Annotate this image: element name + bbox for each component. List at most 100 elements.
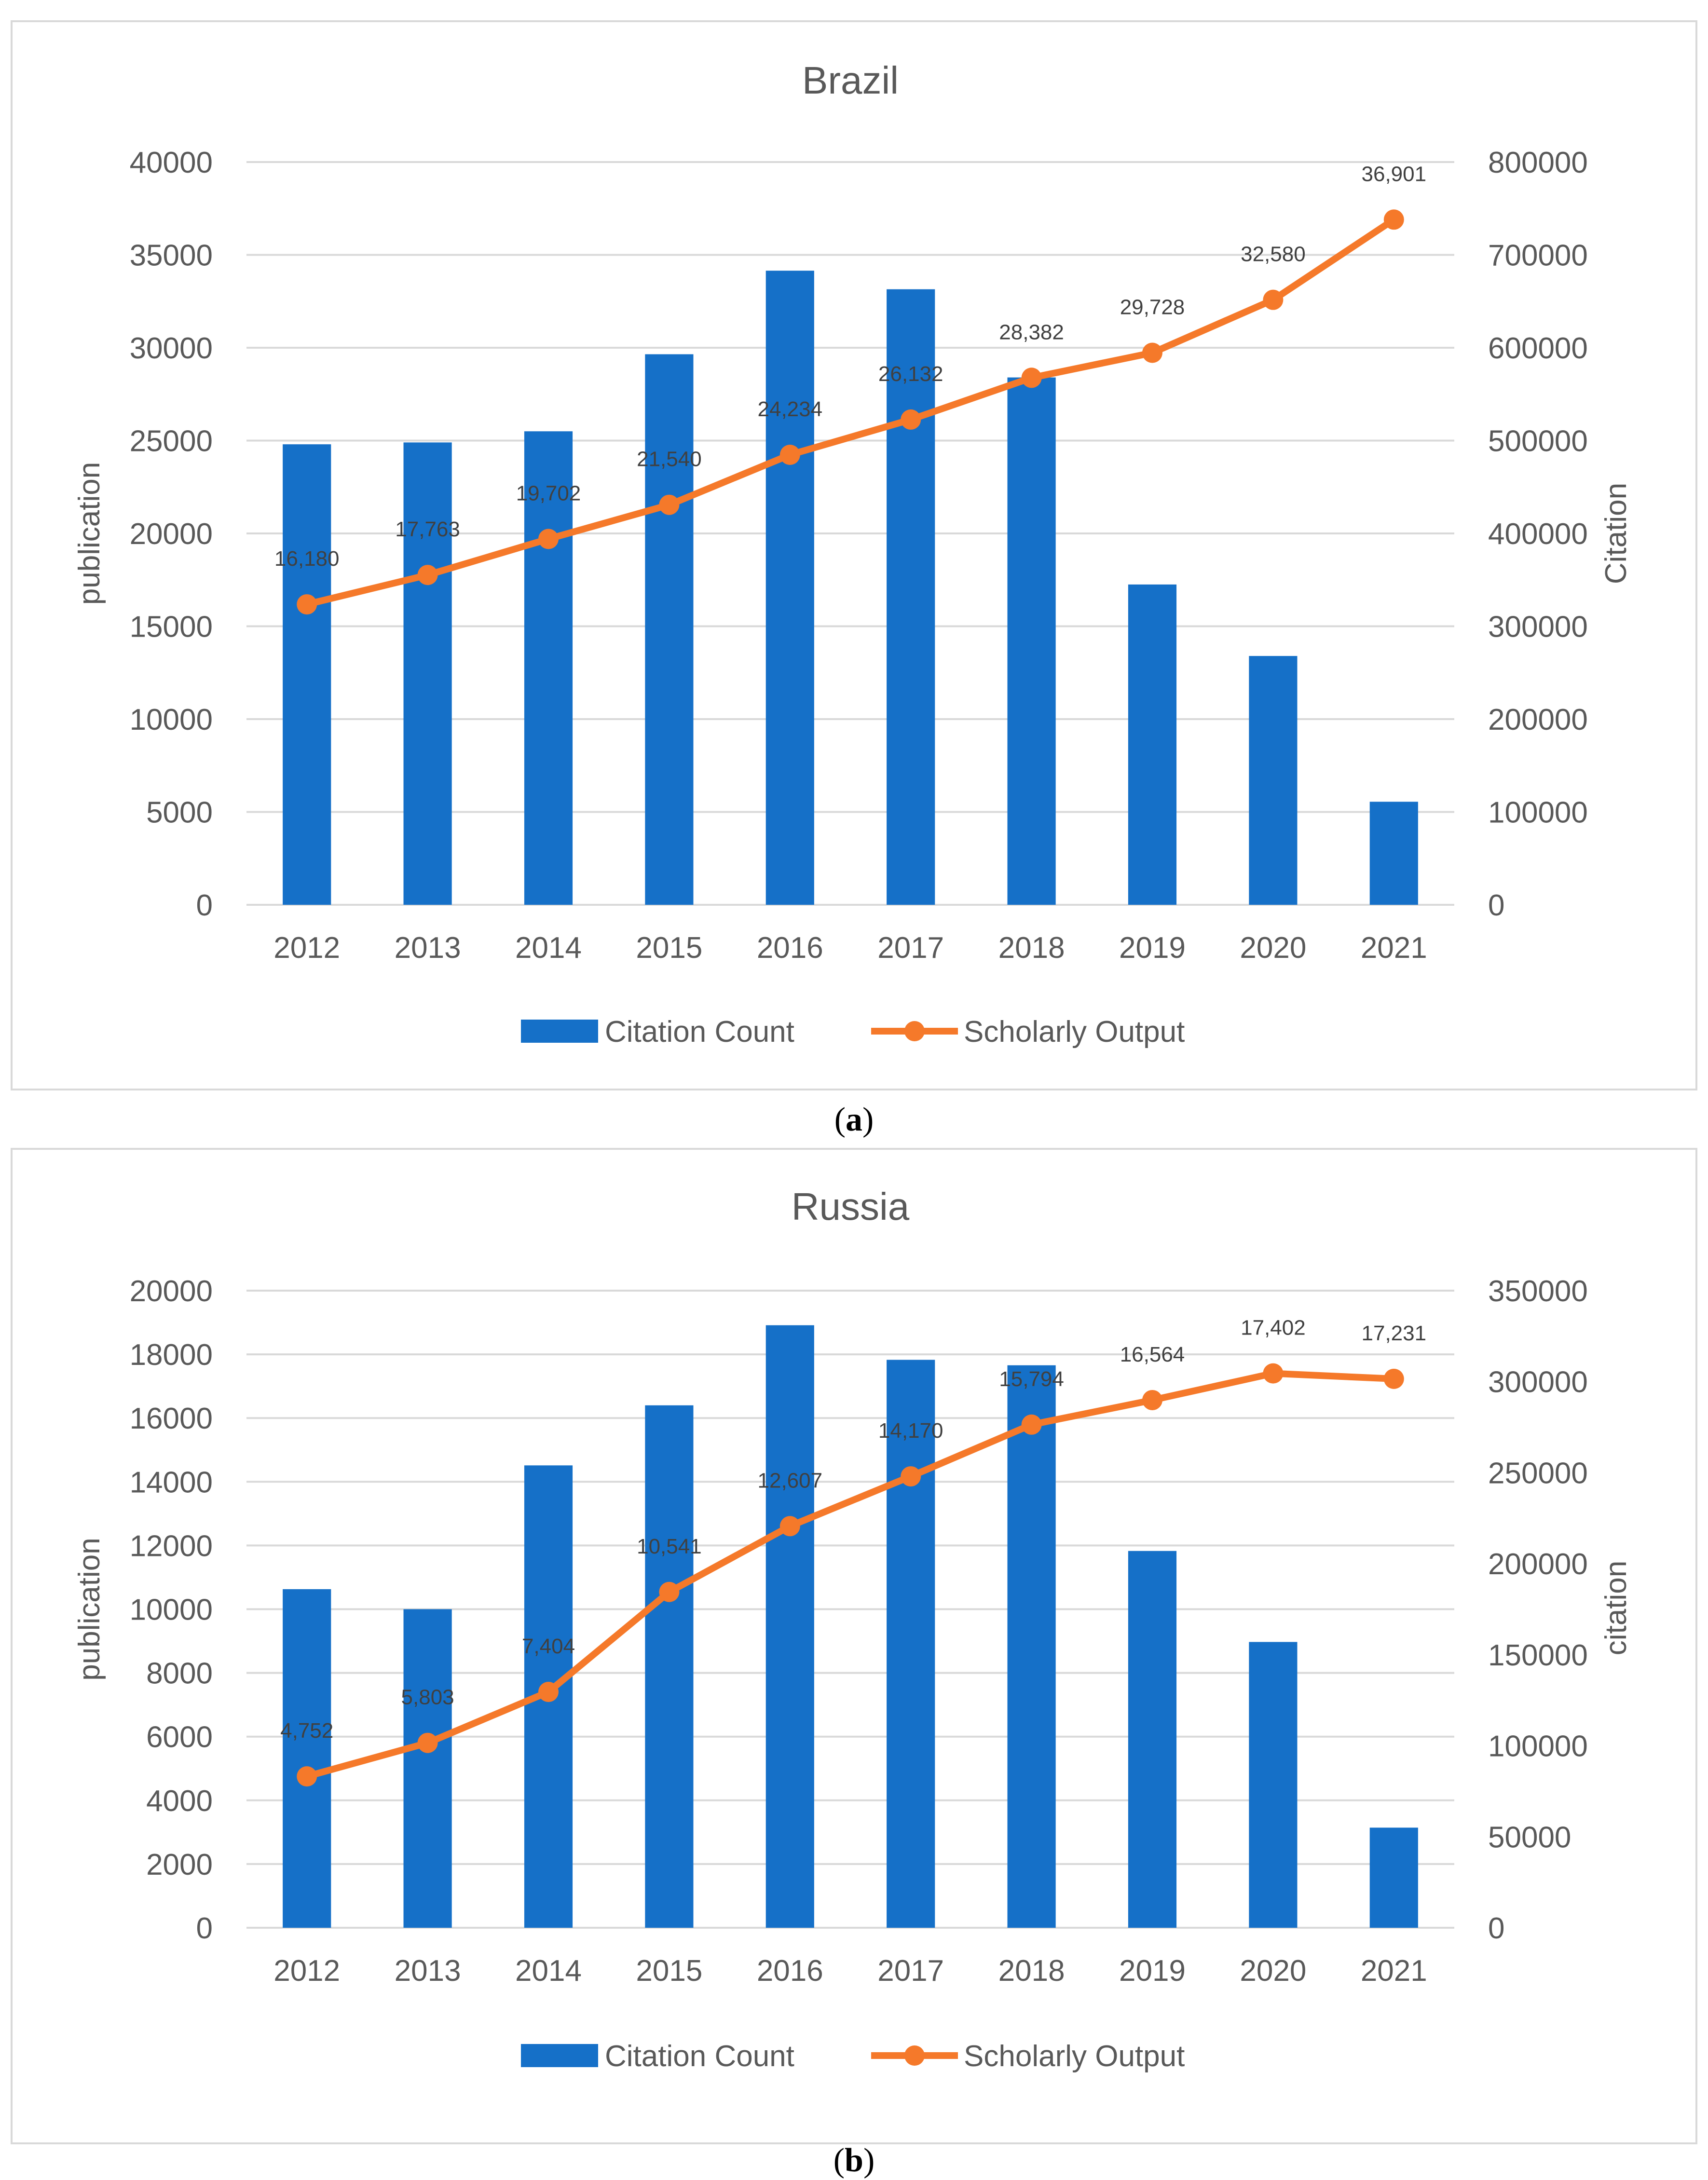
- bar: [283, 1589, 331, 1928]
- line-point: [901, 409, 921, 430]
- chart-title: Russia: [792, 1185, 910, 1228]
- x-tick-label: 2012: [273, 931, 340, 965]
- legend-label: Scholarly Output: [964, 1015, 1185, 1049]
- line-point: [1383, 1368, 1404, 1389]
- legend-label: Scholarly Output: [964, 2040, 1185, 2073]
- right-axis-tick-label: 200000: [1488, 703, 1588, 736]
- data-label: 14,170: [878, 1419, 943, 1443]
- x-tick-label: 2014: [515, 1954, 582, 1988]
- left-axis-tick-label: 16000: [130, 1402, 213, 1435]
- right-axis-tick-label: 50000: [1488, 1821, 1571, 1854]
- series-line: [306, 217, 1396, 608]
- data-label: 29,728: [1120, 295, 1185, 319]
- line-point: [1263, 289, 1284, 310]
- legend-swatch-marker: [904, 1021, 925, 1041]
- bar: [887, 289, 935, 905]
- right-axis-title: Citation: [1599, 483, 1633, 584]
- chart-panel-russia: Russia 0 2000 4000 6000 8000 10000 12000 14000 16…: [11, 1148, 1697, 2144]
- x-tick-label: 2020: [1240, 1954, 1306, 1988]
- data-label: 16,564: [1120, 1343, 1185, 1366]
- bar: [1128, 584, 1177, 905]
- left-axis-tick-label: 4000: [146, 1785, 213, 1818]
- right-axis-tick-label: 300000: [1488, 611, 1588, 644]
- right-axis-tick-label: 500000: [1488, 425, 1588, 458]
- right-axis-tick-label: 300000: [1488, 1366, 1588, 1399]
- data-label: 17,402: [1241, 1316, 1306, 1340]
- left-axis-tick-label: 20000: [130, 518, 213, 551]
- series-line: [306, 1370, 1394, 1780]
- line-point: [417, 565, 438, 586]
- left-axis-tick-label: 10000: [130, 703, 213, 736]
- bar: [887, 1360, 935, 1928]
- right-axis-tick-label: 250000: [1488, 1457, 1588, 1490]
- legend-swatch-marker: [904, 2045, 925, 2066]
- bar: [645, 1405, 694, 1928]
- x-tick-label: 2021: [1361, 931, 1427, 965]
- bar: [524, 431, 573, 905]
- line-point: [1021, 1414, 1042, 1435]
- chart-panel-brazil: Brazil 0 5000 10000 15000 20000 25000 30000 3500…: [11, 20, 1697, 1090]
- left-axis-tick-label: 10000: [130, 1594, 213, 1627]
- left-axis-title: publication: [73, 462, 106, 605]
- left-axis-tick-label: 40000: [130, 146, 213, 179]
- data-label: 21,540: [637, 448, 702, 471]
- data-label: 36,901: [1362, 162, 1427, 186]
- left-axis-tick-label: 35000: [130, 239, 213, 272]
- data-label: 32,580: [1241, 243, 1306, 266]
- line-point: [538, 529, 559, 549]
- data-label: 12,607: [758, 1469, 823, 1492]
- right-axis-tick-label: 200000: [1488, 1548, 1588, 1581]
- chart-brazil: Brazil 0 5000 10000 15000 20000 25000 30000 3500…: [73, 59, 1633, 1049]
- x-tick-label: 2016: [757, 931, 823, 965]
- bar: [765, 271, 814, 905]
- legend-swatch-bar: [521, 2044, 598, 2067]
- line-point: [1021, 368, 1042, 388]
- bar: [1369, 802, 1418, 905]
- legend-label: Citation Count: [605, 1015, 794, 1049]
- x-tick-label: 2015: [636, 1954, 702, 1988]
- right-axis-tick-label: 800000: [1488, 146, 1588, 179]
- bar: [403, 442, 452, 905]
- bar: [1128, 1551, 1177, 1928]
- right-axis-tick-label: 700000: [1488, 239, 1588, 272]
- line-point: [297, 1766, 317, 1787]
- line-point: [901, 1466, 921, 1487]
- caption-a: (a): [834, 1101, 874, 1138]
- caption-letter-a: a: [846, 1101, 862, 1138]
- data-label: 24,234: [758, 397, 823, 421]
- left-axis-tick-label: 14000: [130, 1466, 213, 1499]
- data-label: 17,231: [1362, 1322, 1427, 1345]
- data-label: 17,763: [395, 518, 460, 541]
- bar: [1249, 1642, 1298, 1928]
- x-tick-label: 2021: [1361, 1954, 1427, 1988]
- x-tick-label: 2012: [273, 1954, 340, 1988]
- right-axis-tick-label: 0: [1488, 1912, 1504, 1945]
- left-axis-tick-label: 0: [196, 1912, 213, 1945]
- x-tick-label: 2019: [1119, 931, 1186, 965]
- left-axis-title: publication: [73, 1538, 106, 1680]
- right-axis-tick-label: 100000: [1488, 796, 1588, 830]
- chart-russia: Russia 0 2000 4000 6000 8000 10000 12000 14000 16…: [73, 1185, 1633, 2073]
- chart-title: Brazil: [802, 59, 899, 102]
- x-tick-label: 2017: [877, 931, 944, 965]
- left-axis-tick-label: 0: [196, 889, 213, 922]
- right-axis-tick-label: 350000: [1488, 1275, 1588, 1308]
- x-tick-label: 2020: [1240, 931, 1306, 965]
- x-tick-label: 2018: [998, 1954, 1065, 1988]
- x-tick-label: 2014: [515, 931, 582, 965]
- data-label: 19,702: [516, 481, 581, 505]
- bar: [1369, 1827, 1418, 1928]
- data-label: 7,404: [522, 1635, 575, 1658]
- bar: [765, 1325, 814, 1928]
- x-tick-label: 2019: [1119, 1954, 1186, 1988]
- x-tick-label: 2013: [395, 1954, 461, 1988]
- data-label: 15,794: [999, 1367, 1064, 1391]
- legend-label: Citation Count: [605, 2040, 794, 2073]
- bar: [1007, 377, 1056, 905]
- right-axis-tick-label: 150000: [1488, 1639, 1588, 1672]
- line-point: [538, 1681, 559, 1702]
- line-point: [1142, 1390, 1162, 1410]
- line-point: [417, 1732, 438, 1753]
- bar: [403, 1609, 452, 1928]
- right-axis-tick-label: 100000: [1488, 1730, 1588, 1763]
